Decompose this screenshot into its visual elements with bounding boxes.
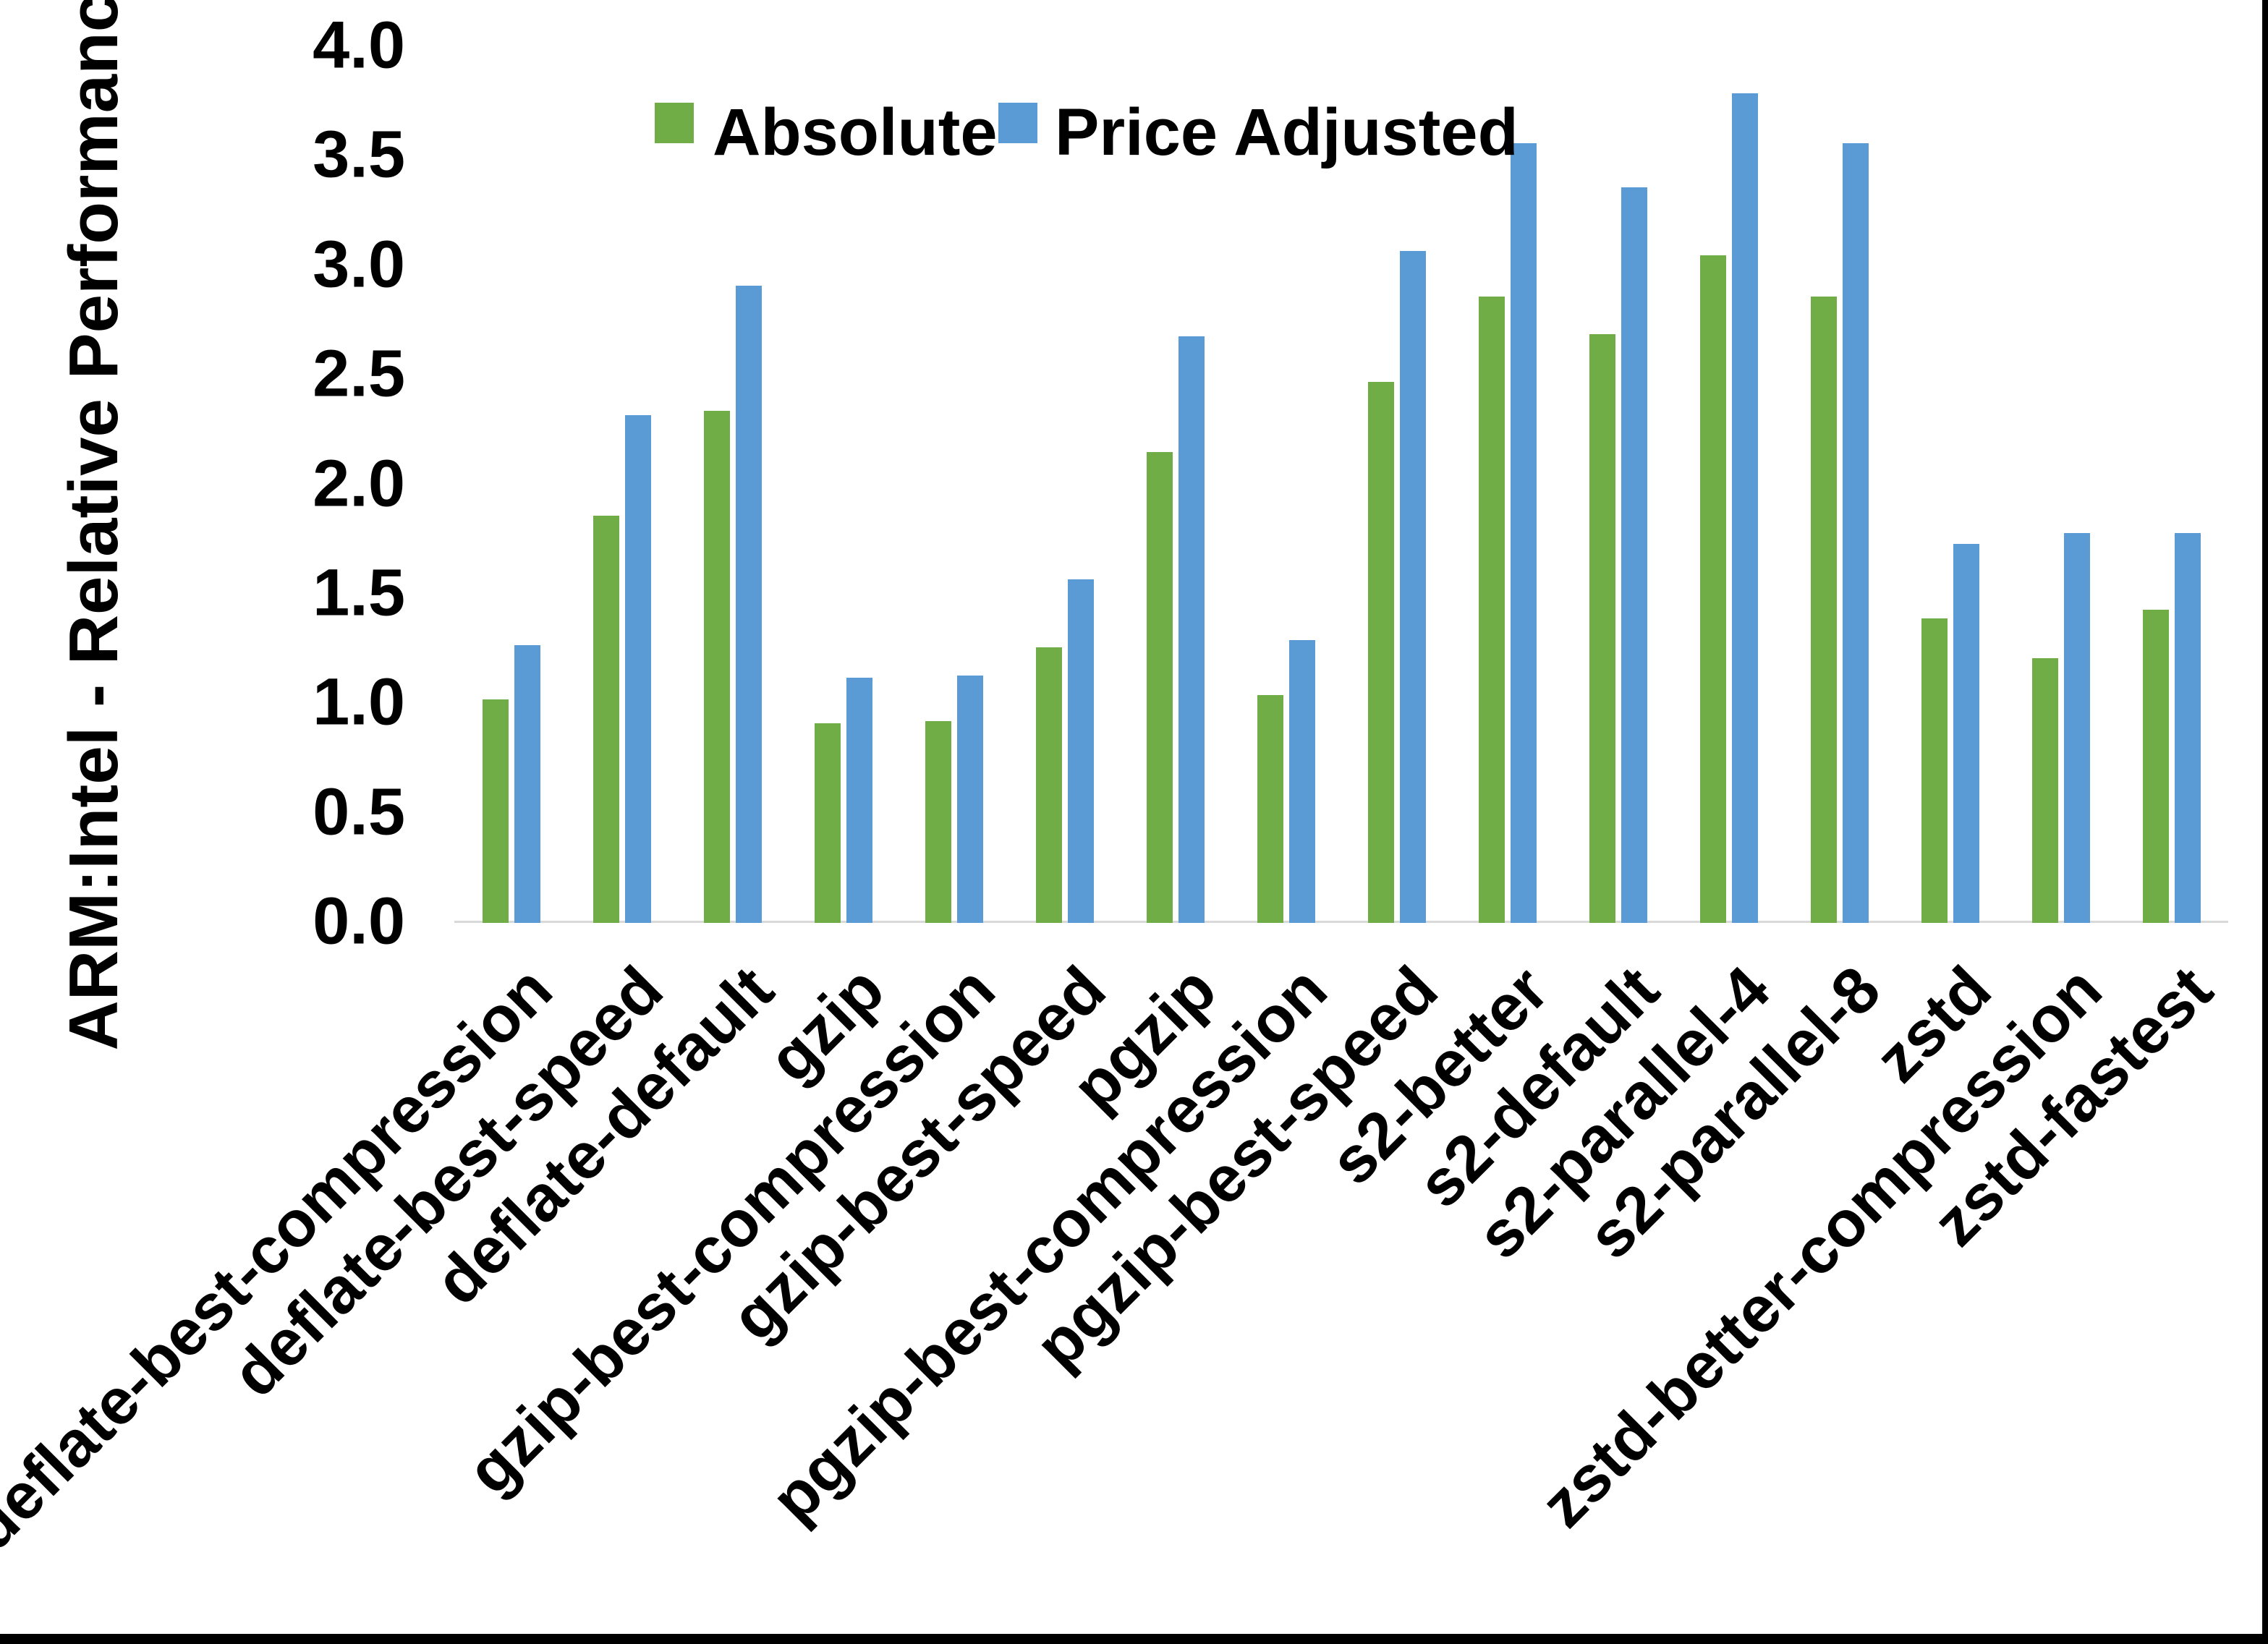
legend-label-absolute: Absolute — [713, 95, 998, 169]
bar-price-adjusted — [1731, 93, 1758, 923]
bar-absolute — [1257, 695, 1283, 923]
bar-absolute — [703, 411, 730, 923]
legend-swatch-absolute — [655, 103, 694, 143]
bar-price-adjusted — [1621, 187, 1647, 923]
bar-price-adjusted — [624, 415, 651, 923]
y-tick-label: 0.0 — [313, 884, 405, 958]
bar-price-adjusted — [2063, 533, 2090, 923]
bar-price-adjusted — [1842, 143, 1869, 923]
bar-absolute — [2031, 658, 2058, 923]
bar-absolute — [1921, 618, 1948, 923]
screen-border-bottom — [0, 1634, 2268, 1644]
bar-price-adjusted — [1178, 336, 1205, 923]
bar-absolute — [1367, 382, 1394, 923]
bar-price-adjusted — [2174, 533, 2201, 923]
y-tick-label: 1.0 — [313, 665, 405, 739]
bar-price-adjusted — [1510, 143, 1537, 923]
bar-price-adjusted — [1399, 251, 1426, 923]
bar-price-adjusted — [846, 678, 872, 923]
y-tick-label: 2.5 — [313, 336, 405, 411]
y-tick-label: 1.5 — [313, 555, 405, 630]
bar-absolute — [1589, 334, 1615, 923]
legend-label-price-adjusted: Price Adjusted — [1055, 95, 1519, 169]
y-tick-label: 4.0 — [313, 8, 405, 82]
y-axis-title: ARM:Intel - Relative Performance — [55, 0, 132, 1051]
bar-price-adjusted — [1067, 579, 1094, 923]
x-axis-line — [454, 921, 2228, 923]
bar-absolute — [1699, 255, 1726, 923]
y-tick-label: 3.0 — [313, 227, 405, 302]
y-tick-label: 2.0 — [313, 446, 405, 520]
bar-absolute — [1810, 297, 1837, 923]
screen-border-right — [2262, 0, 2268, 1644]
bar-price-adjusted — [514, 645, 540, 923]
bar-absolute — [482, 699, 509, 923]
bar-price-adjusted — [956, 676, 983, 923]
bar-absolute — [1146, 452, 1173, 923]
y-tick-label: 3.5 — [313, 117, 405, 192]
bar-absolute — [925, 721, 951, 923]
bar-price-adjusted — [1288, 640, 1315, 923]
y-tick-label: 0.5 — [313, 775, 405, 849]
bar-absolute — [1478, 297, 1505, 923]
bar-price-adjusted — [1953, 544, 1979, 923]
bar-absolute — [1035, 647, 1062, 923]
bar-absolute — [2142, 610, 2169, 923]
bar-absolute — [814, 723, 841, 923]
bar-absolute — [593, 516, 619, 923]
legend-swatch-price-adjusted — [998, 103, 1037, 143]
bar-price-adjusted — [735, 286, 762, 923]
